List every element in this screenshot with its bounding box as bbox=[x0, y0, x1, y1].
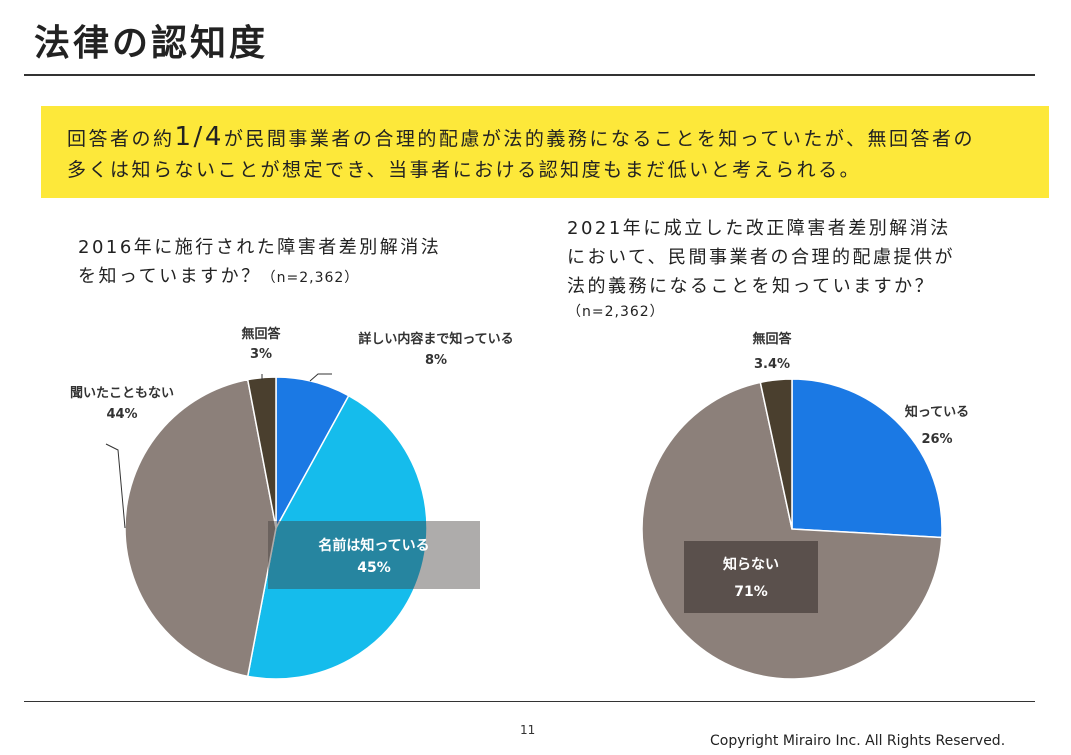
banner-fraction: 1/4 bbox=[174, 122, 224, 152]
pie1-slice-name-only bbox=[246, 394, 428, 680]
banner-line2: 多くは知らないことが想定でき、当事者における認知度もまだ低いと考えられる。 bbox=[67, 159, 862, 181]
chart2-question: 2021年に成立した改正障害者差別解消法 において、民間事業者の合理的配慮提供が… bbox=[567, 214, 1017, 323]
chart1-title-line1: 2016年に施行された障害者差別解消法 bbox=[78, 237, 442, 258]
summary-banner: 回答者の約1/4が民間事業者の合理的配慮が法的義務になることを知っていたが、無回… bbox=[41, 106, 1049, 198]
banner-text-pre: 回答者の約 bbox=[67, 128, 175, 150]
pie1-label-never-heard: 聞いたこともない bbox=[70, 386, 174, 401]
banner-text-post: が民間事業者の合理的配慮が法的義務になることを知っていたが、無回答者の bbox=[223, 128, 976, 150]
chart2-title-line2: において、民間事業者の合理的配慮提供が bbox=[567, 247, 956, 268]
chart1-title-line2: を知っていますか？ bbox=[78, 266, 262, 287]
pie1-leader-detailed bbox=[309, 373, 332, 382]
pie2-label-no-answer: 無回答 bbox=[752, 331, 792, 347]
pie1-callout-box bbox=[268, 521, 480, 589]
chart1-question: 2016年に施行された障害者差別解消法 を知っていますか？（n=2,362） bbox=[78, 233, 508, 293]
pie2-callout-box bbox=[684, 541, 818, 613]
pie2-value-no-answer: 3.4% bbox=[754, 357, 790, 372]
pie1-label-no-answer: 無回答 bbox=[241, 326, 281, 342]
page-number: 11 bbox=[520, 723, 536, 737]
pie2-slice-no-answer bbox=[759, 378, 793, 530]
pie1-leader-never-heard bbox=[105, 443, 126, 529]
pie2-value-know: 26% bbox=[921, 432, 952, 447]
pie2-slice-know bbox=[791, 378, 943, 539]
pie1-value-never-heard: 44% bbox=[106, 407, 137, 422]
pie1-value-no-answer: 3% bbox=[250, 347, 272, 362]
pie-chart-1: 無回答 3% 詳しい内容まで知っている 8% 聞いたこともない 44% 名前は知… bbox=[70, 326, 514, 680]
pie1-value-detailed: 8% bbox=[425, 353, 447, 368]
page-title: 法律の認知度 bbox=[34, 23, 269, 64]
pie2-label-dont-know: 知らない bbox=[723, 556, 779, 573]
pie1-label-name-only: 名前は知っている bbox=[318, 537, 429, 554]
title-divider bbox=[24, 74, 1035, 76]
pie1-label-detailed: 詳しい内容まで知っている bbox=[358, 331, 513, 347]
pie2-value-dont-know: 71% bbox=[734, 584, 768, 600]
pie-chart-2: 無回答 3.4% 知っている 26% 知らない 71% bbox=[641, 331, 969, 680]
pie1-value-name-only: 45% bbox=[357, 560, 391, 576]
chart2-sample-size: （n=2,362） bbox=[567, 304, 665, 320]
chart2-title-line3: 法的義務になることを知っていますか？ bbox=[567, 276, 936, 297]
copyright: Copyright Mirairo Inc. All Rights Reserv… bbox=[710, 733, 1006, 749]
chart2-title-line1: 2021年に成立した改正障害者差別解消法 bbox=[567, 218, 951, 239]
footer-divider bbox=[24, 701, 1035, 702]
pie1-slice-never-heard bbox=[124, 378, 277, 678]
pie2-label-know: 知っている bbox=[905, 404, 969, 420]
chart1-sample-size: （n=2,362） bbox=[261, 270, 360, 286]
